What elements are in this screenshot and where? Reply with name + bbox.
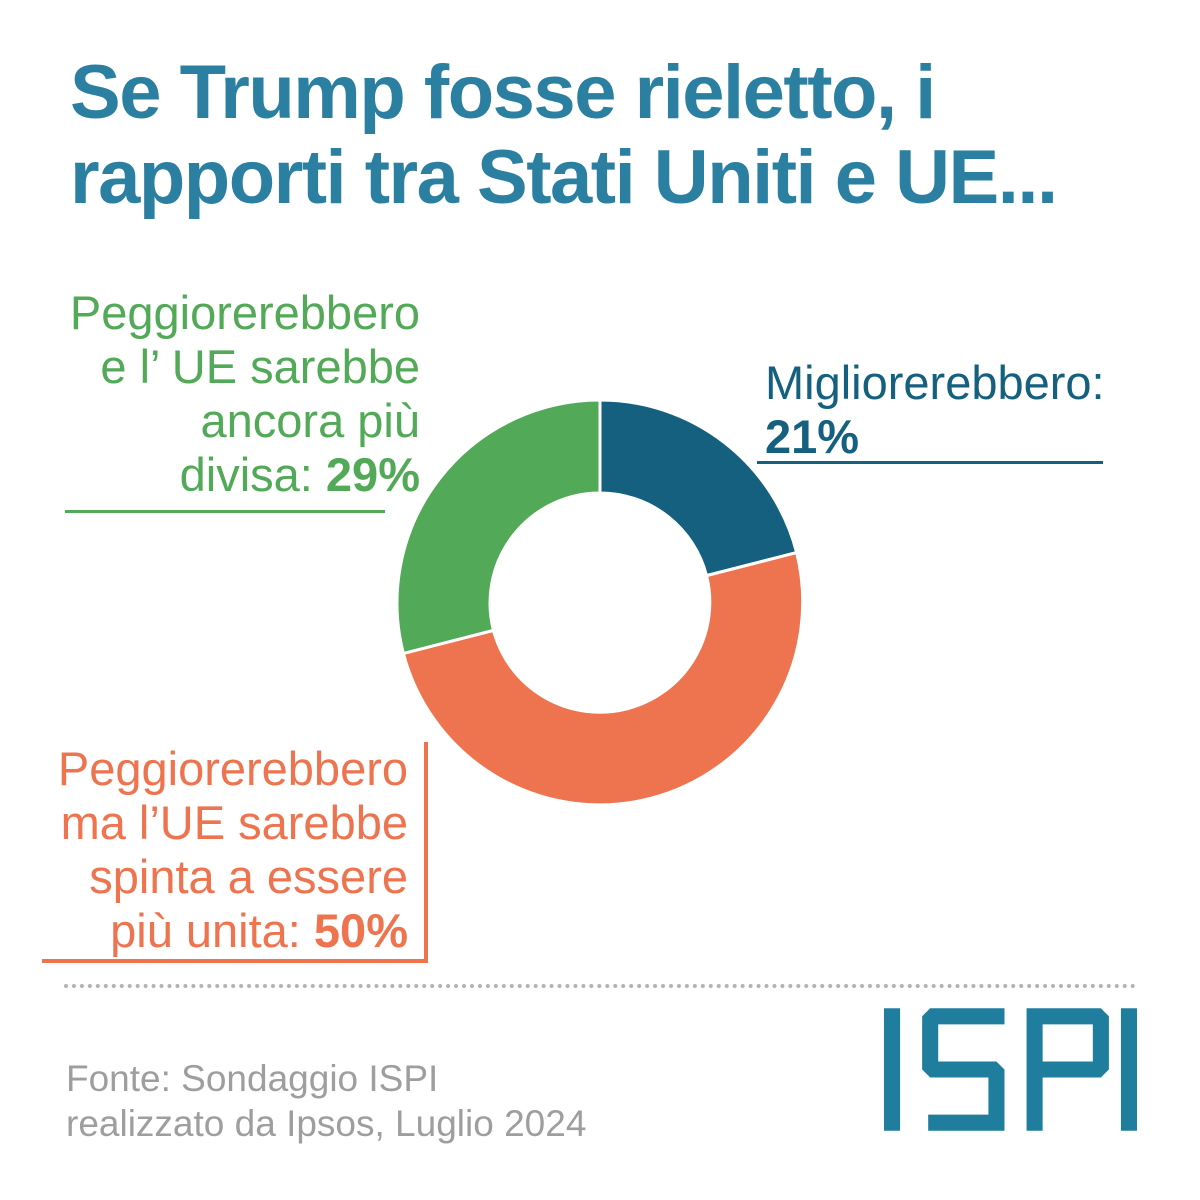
source-line-2: realizzato da Ipsos, Luglio 2024 [66,1103,587,1144]
label-green-line-2: e l’ UE sarebbe [100,340,420,393]
orange-slice-value: 50% [313,904,408,957]
label-green-line-1: Peggiorerebbero [69,286,420,339]
label-green-line-4: divisa: 29% [40,448,420,502]
page-title: Se Trump fosse rieletto, i rapporti tra … [70,50,1150,220]
source-text: Fonte: Sondaggio ISPI realizzato da Ipso… [66,1056,586,1146]
donut-chart [395,398,805,808]
label-orange-line-4-text: più unita: [110,904,314,957]
ispi-logo-svg [884,1008,1137,1131]
logo-letter-p [1026,1008,1109,1131]
teal-slice-value: 21% [765,410,860,463]
logo-letter-i1 [884,1008,901,1131]
title-line-1: Se Trump fosse rieletto, i [70,50,936,135]
logo-letter-i2 [1120,1008,1137,1131]
label-orange-line-2: ma l’UE sarebbe [60,796,408,849]
label-teal-line-1: Migliorerebbero: [765,356,1105,409]
donut-chart-svg [395,398,805,807]
label-orange-slice: Peggiorerebbero ma l’UE sarebbe spinta a… [28,742,408,958]
green-slice-value: 29% [325,448,420,501]
ispi-logo [884,1008,1137,1131]
label-green-line-3: ancora più [200,394,421,447]
label-orange-line-1: Peggiorerebbero [57,742,408,795]
logo-letter-s [922,1008,1005,1131]
orange-connector-vertical-line [424,742,428,963]
orange-connector-horizontal-line [42,959,428,963]
label-orange-line-3: spinta a essere [89,850,408,903]
label-teal-slice: Migliorerebbero: 21% [765,356,1145,464]
title-line-2: rapporti tra Stati Uniti e UE... [70,135,1058,220]
teal-connector-line [757,461,1103,464]
donut-slice-1 [598,398,799,578]
label-green-line-4-text: divisa: [179,448,326,501]
label-orange-line-4: più unita: 50% [28,904,408,958]
green-connector-line [65,510,385,513]
donut-slice-3 [395,398,602,655]
source-line-1: Fonte: Sondaggio ISPI [66,1058,439,1099]
donut-slice-2 [401,551,805,807]
dotted-separator [64,984,1136,988]
label-green-slice: Peggiorerebbero e l’ UE sarebbe ancora p… [40,286,420,502]
